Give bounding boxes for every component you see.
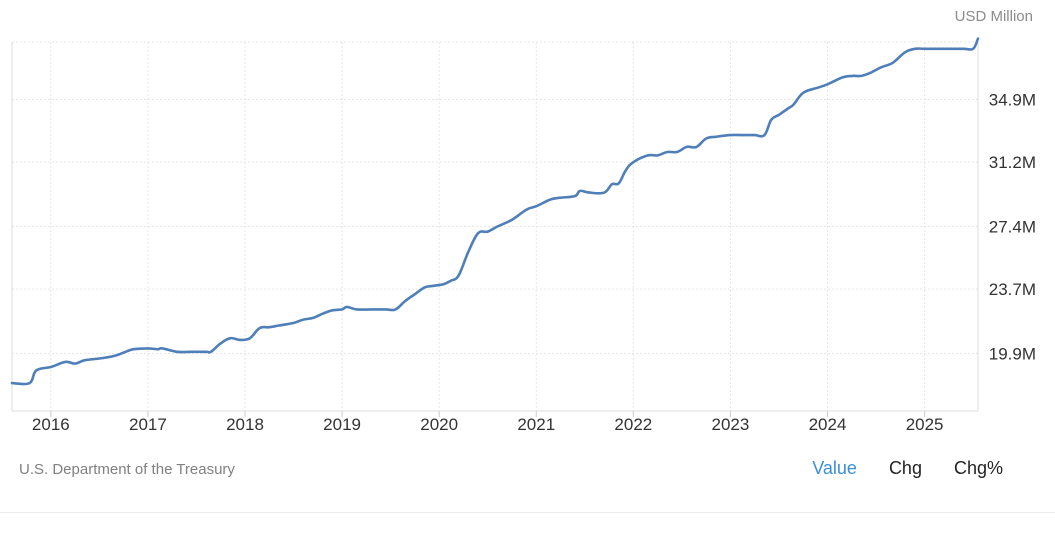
tab-chg[interactable]: Chg	[888, 458, 922, 478]
x-tick-label: 2023	[712, 415, 750, 434]
y-tick-labels: 19.9M 23.7M 27.4M 31.2M 34.9M	[989, 91, 1036, 364]
source-label: U.S. Department of the Treasury	[19, 461, 235, 478]
y-tick-label: 27.4M	[989, 218, 1036, 237]
x-tick-label: 2025	[906, 415, 944, 434]
series-layer	[10, 37, 980, 386]
vertical-gridlines	[50, 42, 926, 417]
x-tick-label: 2020	[420, 415, 458, 434]
tab-value[interactable]: Value	[812, 458, 857, 478]
y-tick-label: 23.7M	[989, 280, 1036, 299]
x-tick-label: 2024	[809, 415, 847, 434]
x-tick-labels: 2016 2017 2018 2019 2020 2021 2022 2023 2024 2025	[32, 415, 944, 434]
view-tabs: Value Chg Chg%	[812, 458, 1003, 479]
x-tick-label: 2016	[32, 415, 70, 434]
bottom-divider	[0, 512, 1055, 513]
y-tick-label: 34.9M	[989, 91, 1036, 110]
horizontal-gridlines	[12, 99, 978, 354]
x-tick-label: 2018	[226, 415, 264, 434]
debt-line-chart: 2016 2017 2018 2019 2020 2021 2022 2023 2024 2025…	[10, 37, 1036, 434]
x-tick-label: 2021	[517, 415, 555, 434]
x-tick-label: 2017	[129, 415, 167, 434]
plot-frame	[11, 41, 979, 412]
tab-chg-pct[interactable]: Chg%	[953, 458, 1003, 478]
unit-label: USD Million	[954, 8, 1033, 25]
x-tick-label: 2022	[614, 415, 652, 434]
x-tick-label: 2019	[323, 415, 361, 434]
y-tick-label: 19.9M	[989, 344, 1036, 363]
y-tick-label: 31.2M	[989, 153, 1036, 172]
series-line	[10, 37, 980, 386]
